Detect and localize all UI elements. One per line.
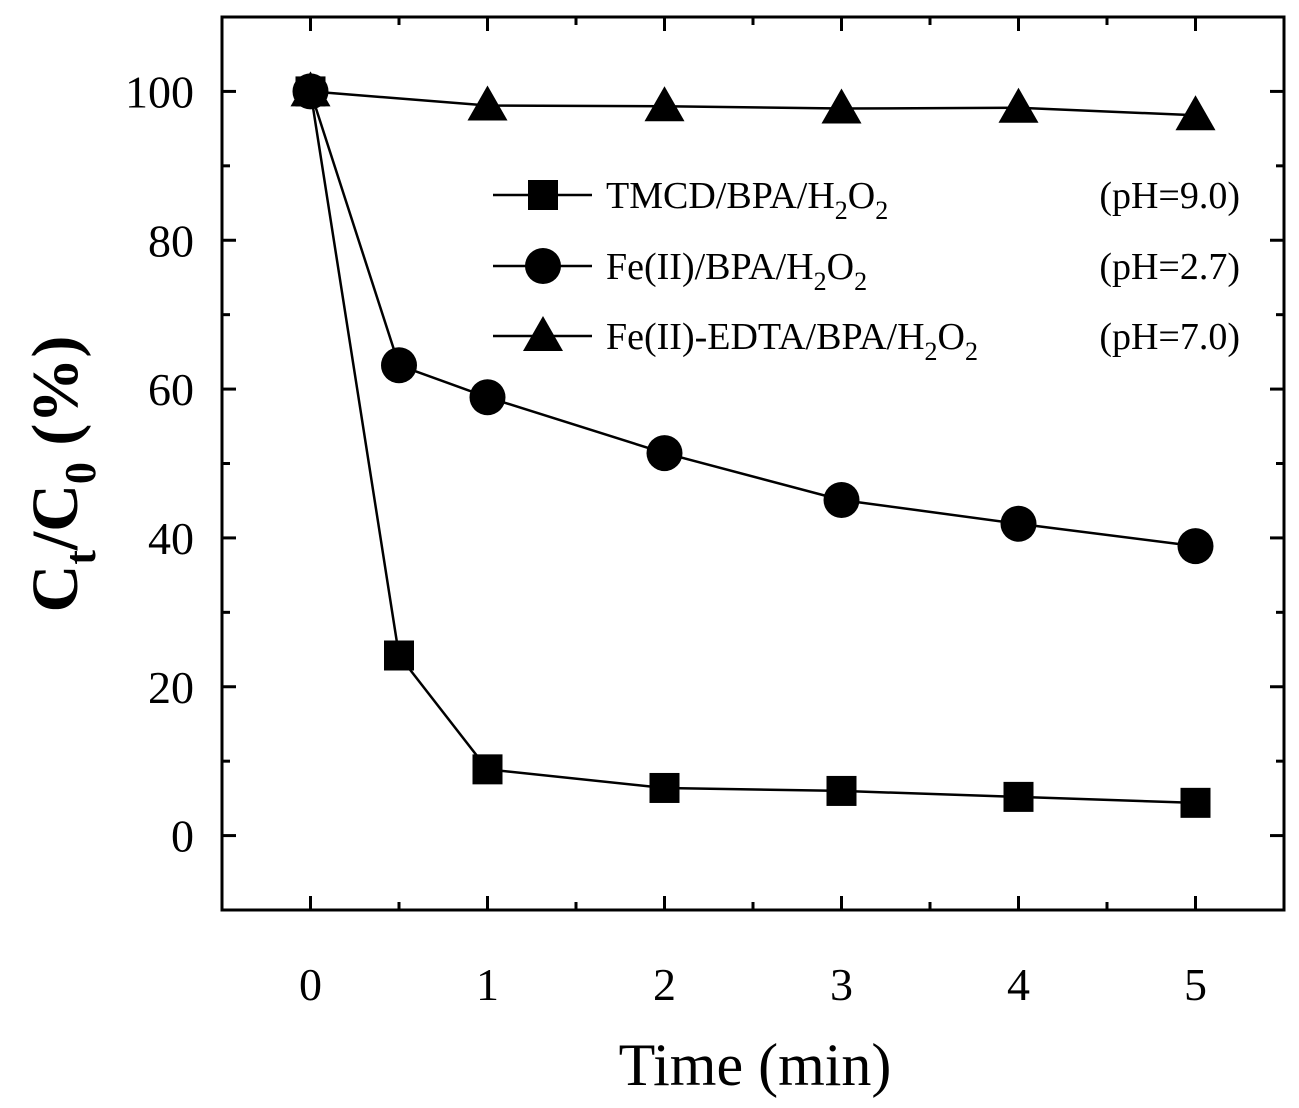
y-tick-label: 100: [125, 66, 194, 117]
x-tick-label: 4: [1007, 959, 1030, 1010]
legend-label: Fe(II)/BPA/H2O2: [606, 246, 867, 296]
series-markers: [290, 71, 1216, 818]
data-point-triangle: [998, 87, 1039, 123]
data-point-circle: [1000, 505, 1037, 542]
data-point-square: [826, 775, 857, 806]
data-point-square: [472, 754, 503, 785]
y-axis-title: Ct/C0 (%): [19, 336, 105, 613]
x-tick-label: 0: [299, 959, 322, 1010]
data-point-circle: [381, 347, 417, 384]
legend-marker-square: [528, 180, 558, 210]
data-point-triangle: [821, 88, 862, 124]
y-axis-title-mid: /C: [19, 484, 92, 551]
legend-marker-triangle: [523, 316, 563, 351]
x-tick-label: 2: [653, 959, 676, 1010]
y-axis-title-sub1: t: [56, 550, 105, 565]
legend-ph: (pH=7.0): [1099, 316, 1240, 358]
svg-text:Ct/C0 (%): Ct/C0 (%): [19, 336, 105, 613]
y-tick-label: 60: [148, 364, 194, 415]
data-point-triangle: [1175, 95, 1216, 131]
y-tick-label: 20: [148, 662, 194, 713]
data-point-square: [649, 772, 680, 803]
x-tick-label: 3: [830, 959, 853, 1010]
legend-marker-circle: [525, 248, 561, 284]
data-point-circle: [469, 379, 506, 416]
x-tick-label: 1: [476, 959, 499, 1010]
data-point-square: [1003, 781, 1034, 812]
y-tick-label: 80: [148, 215, 194, 266]
y-tick-label: 40: [148, 513, 194, 564]
data-point-circle: [823, 481, 860, 518]
data-point-square: [384, 640, 414, 671]
series-line-triangle: [310, 90, 1196, 117]
data-point-circle: [1177, 528, 1214, 565]
legend-ph: (pH=2.7): [1099, 246, 1240, 288]
y-axis-title-tail: (%): [19, 336, 92, 462]
legend-label: TMCD/BPA/H2O2: [606, 175, 888, 225]
data-point-triangle: [290, 71, 331, 107]
data-point-triangle: [467, 85, 508, 121]
axis-ticks: 0 1 2 3 4 5 0 20 40 60 80 100: [125, 15, 1286, 1010]
legend-label: Fe(II)-EDTA/BPA/H2O2: [606, 316, 978, 366]
plot-border: [220, 15, 1286, 912]
y-axis-title-main: C: [19, 565, 92, 613]
y-axis-title-sub2: 0: [56, 462, 105, 484]
x-axis-title: Time (min): [619, 1032, 892, 1098]
data-point-circle: [646, 435, 683, 472]
plot-frame: [220, 15, 1286, 912]
legend-ph: (pH=9.0): [1099, 175, 1240, 217]
legend: TMCD/BPA/H2O2 (pH=9.0) Fe(II)/BPA/H2O2 (pH=…: [493, 175, 1240, 366]
x-tick-label: 5: [1184, 959, 1207, 1010]
y-tick-label: 0: [171, 811, 194, 862]
data-point-triangle: [644, 86, 685, 122]
data-point-square: [1180, 787, 1211, 818]
